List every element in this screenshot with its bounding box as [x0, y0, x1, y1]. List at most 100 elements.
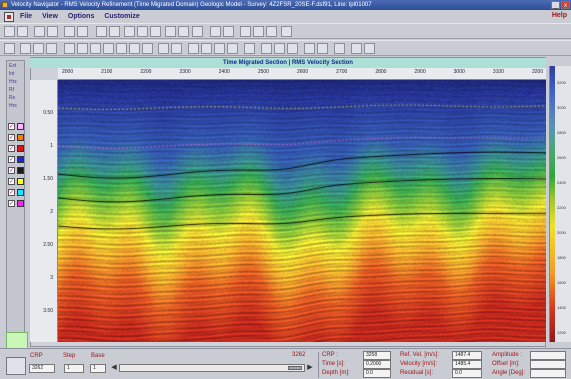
eraser-icon[interactable] [171, 43, 182, 54]
horizon-color-swatch[interactable] [17, 189, 24, 196]
left-label-hrs: Hrs [9, 103, 17, 109]
brush-icon[interactable] [129, 43, 140, 54]
time-tick-label: 1.50 [43, 176, 53, 182]
horizon-row[interactable]: ✓ [8, 156, 25, 164]
seismic-section-canvas[interactable] [58, 80, 546, 342]
left-label-hrz: Hrz [9, 79, 17, 85]
display-options-icon[interactable] [4, 43, 15, 54]
velocity-color-bar [550, 66, 555, 342]
horizon-checkbox[interactable]: ✓ [8, 200, 15, 207]
crp-slider-thumb[interactable] [288, 366, 302, 370]
tools-icon[interactable] [214, 43, 225, 54]
pencil-icon[interactable] [90, 43, 101, 54]
crp-slider[interactable] [119, 364, 305, 372]
menu-help[interactable]: Help [551, 12, 567, 19]
star-icon[interactable] [116, 43, 127, 54]
horizon-color-swatch[interactable] [17, 156, 24, 163]
wiggle-icon[interactable] [96, 26, 107, 37]
stack-icon[interactable] [178, 26, 189, 37]
print-icon[interactable] [261, 43, 272, 54]
undo-icon[interactable] [103, 43, 114, 54]
plotter-icon[interactable] [287, 43, 298, 54]
seismic-display-icon[interactable] [77, 26, 88, 37]
color-table-icon[interactable] [109, 26, 120, 37]
export-icon[interactable] [188, 43, 199, 54]
line-draw-icon[interactable] [142, 43, 153, 54]
crp-tick-label: 3000 [453, 69, 465, 75]
help-icon[interactable] [64, 43, 75, 54]
horizon-row[interactable]: ✓ [8, 189, 25, 197]
smooth-icon[interactable] [281, 26, 292, 37]
crp-input[interactable]: 3262 [29, 364, 55, 373]
horizon-checkbox[interactable]: ✓ [8, 156, 15, 163]
horizon-color-swatch[interactable] [17, 134, 24, 141]
section-icon[interactable] [192, 26, 203, 37]
horizon-row[interactable]: ✓ [8, 123, 25, 131]
horizon-checkbox[interactable]: ✓ [8, 123, 15, 130]
step-input[interactable]: 1 [64, 364, 84, 373]
horizon-row[interactable]: ✓ [8, 200, 25, 208]
layer-icon[interactable] [266, 26, 277, 37]
palette-icon[interactable] [304, 43, 315, 54]
corner-button[interactable] [6, 357, 26, 375]
window-icon[interactable] [351, 43, 362, 54]
zoom-out-icon[interactable] [47, 26, 58, 37]
ray-trace-icon[interactable] [253, 26, 264, 37]
left-label-rf: Rf [9, 87, 14, 93]
zoom-in-icon[interactable] [34, 26, 45, 37]
pen-icon[interactable] [158, 43, 169, 54]
horizon-row[interactable]: ✓ [8, 134, 25, 142]
chart-icon[interactable] [334, 43, 345, 54]
velocity-color-scale: 3200 3000 2800 2600 2400 2200 2000 1800 1600 1400… [549, 66, 571, 342]
menu-customize[interactable]: Customize [104, 13, 140, 20]
slider-right-arrow[interactable]: ▶ [307, 364, 313, 371]
table-icon[interactable] [227, 43, 238, 54]
readout-time-value: 0.2000 [363, 360, 391, 369]
readout-time-label: Time [s]: [322, 361, 345, 367]
velocity-tick-label: 2200 [557, 205, 566, 210]
base-input[interactable]: 1 [90, 364, 106, 373]
horizon-color-swatch[interactable] [17, 167, 24, 174]
time-depth-icon[interactable] [223, 26, 234, 37]
horizon-color-swatch[interactable] [17, 178, 24, 185]
horizon-color-swatch[interactable] [17, 123, 24, 130]
slider-left-arrow[interactable]: ◀ [111, 364, 117, 371]
plot-icon[interactable] [244, 43, 255, 54]
horizon-checkbox[interactable]: ✓ [8, 145, 15, 152]
save-icon[interactable] [17, 26, 28, 37]
semblance-icon[interactable] [137, 26, 148, 37]
velocity-tick-label: 2000 [557, 230, 566, 235]
horizon-checkbox[interactable]: ✓ [8, 167, 15, 174]
horizon-pick-icon[interactable] [150, 26, 161, 37]
refresh-icon[interactable] [33, 43, 44, 54]
gather-icon[interactable] [165, 26, 176, 37]
open-icon[interactable] [4, 26, 15, 37]
pointer-icon[interactable] [64, 26, 75, 37]
horizon-row[interactable]: ✓ [8, 167, 25, 175]
horizon-row[interactable]: ✓ [8, 178, 25, 186]
horizon-row[interactable]: ✓ [8, 145, 25, 153]
horizon-color-swatch[interactable] [17, 145, 24, 152]
velocity-pick-icon[interactable] [124, 26, 135, 37]
list-icon[interactable] [317, 43, 328, 54]
horizon-checkbox[interactable]: ✓ [8, 134, 15, 141]
horizon-checkbox[interactable]: ✓ [8, 189, 15, 196]
grid-icon[interactable] [210, 26, 221, 37]
model-icon[interactable] [240, 26, 251, 37]
readout-refvel-label: Ref. Vel. [m/s]: [400, 352, 440, 358]
readout-depth-label: Depth [m]: [322, 370, 350, 376]
minimize-button[interactable]: _ [551, 1, 560, 9]
horizon-checkbox[interactable]: ✓ [8, 178, 15, 185]
menu-view[interactable]: View [42, 13, 58, 20]
close-button[interactable]: x [561, 1, 570, 9]
calc-icon[interactable] [201, 43, 212, 54]
horizon-color-swatch[interactable] [17, 200, 24, 207]
close-view-icon[interactable] [364, 43, 375, 54]
marker-icon[interactable] [77, 43, 88, 54]
menu-file[interactable]: File [20, 13, 33, 20]
readout-angle-value [530, 369, 566, 378]
print-preview-icon[interactable] [274, 43, 285, 54]
menu-options[interactable]: Options [67, 13, 95, 20]
edit-icon[interactable] [46, 43, 57, 54]
paint-icon[interactable] [20, 43, 31, 54]
